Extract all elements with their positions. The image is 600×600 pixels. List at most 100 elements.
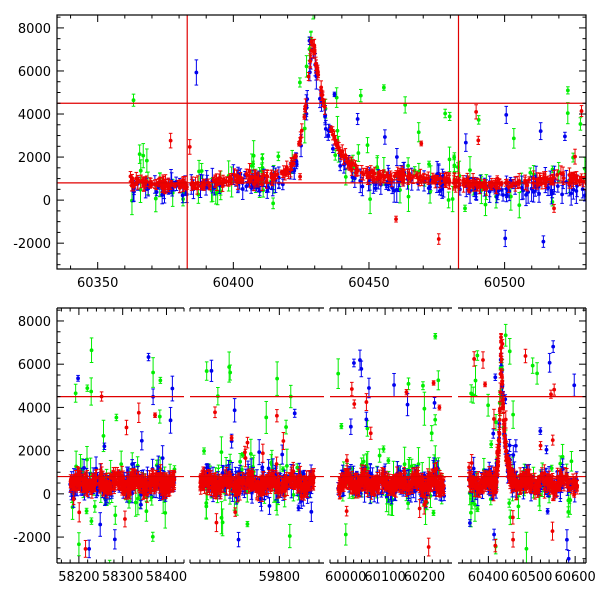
red-point: [349, 381, 354, 397]
red-point: [493, 539, 498, 553]
red-point: [475, 183, 480, 192]
red-point: [328, 125, 333, 134]
green-point: [84, 507, 89, 515]
red-point: [265, 169, 269, 185]
red-point: [402, 466, 407, 476]
blue-point: [112, 529, 117, 550]
red-point: [417, 499, 422, 518]
red-point: [259, 482, 264, 494]
x-tick-label: 58400: [146, 570, 187, 585]
bottom-segment-1: 58200 58300 58400: [56, 307, 187, 585]
red-point: [469, 454, 474, 473]
red-point: [411, 169, 415, 185]
blue-point: [492, 528, 496, 541]
green-point: [403, 96, 408, 114]
red-point: [122, 480, 127, 497]
green-point: [427, 160, 431, 168]
blue-point: [551, 340, 556, 353]
green-point: [422, 391, 427, 426]
red-point: [357, 476, 362, 485]
green-point: [443, 108, 448, 119]
red-point: [481, 351, 485, 369]
blue-point: [326, 130, 331, 141]
red-point: [461, 177, 466, 193]
red-point: [128, 171, 133, 182]
red-point: [98, 474, 102, 494]
red-point: [404, 389, 409, 396]
red-point: [426, 537, 431, 557]
red-point: [399, 477, 404, 490]
y-tick-label: 2000: [18, 445, 51, 460]
red-point: [111, 469, 116, 480]
red-point: [438, 472, 443, 486]
red-point: [275, 169, 280, 179]
red-point: [579, 105, 584, 118]
red-point: [492, 408, 496, 430]
red-point: [260, 443, 265, 463]
blue-point: [544, 445, 549, 455]
red-point: [476, 135, 481, 145]
blue-point: [588, 177, 592, 194]
red-point: [359, 165, 364, 181]
green-point: [113, 505, 118, 525]
red-point: [276, 484, 280, 499]
blue-point: [547, 352, 552, 373]
blue-point: [493, 373, 498, 381]
red-point: [127, 485, 131, 494]
red-point: [354, 167, 359, 177]
red-point: [198, 476, 203, 495]
red-point: [141, 179, 146, 192]
blue-point: [367, 377, 371, 399]
green-point: [471, 386, 476, 404]
green-point: [511, 128, 516, 149]
red-point: [426, 171, 431, 185]
red-point: [549, 389, 553, 399]
bottom-segment-2: 59800: [189, 307, 324, 585]
red-point: [376, 171, 380, 182]
red-point: [577, 175, 582, 187]
red-point: [538, 441, 543, 451]
bottom-segment-4: 60400 60500 60600: [458, 307, 596, 585]
red-point: [425, 474, 430, 495]
red-point: [550, 481, 555, 492]
blue-point: [168, 406, 173, 434]
red-point: [158, 478, 162, 494]
red-point: [337, 146, 342, 155]
green-point: [433, 414, 438, 426]
blue-point: [560, 184, 564, 204]
blue-point: [280, 178, 285, 191]
blue-point: [566, 550, 571, 563]
red-point: [511, 468, 516, 489]
green-point: [381, 445, 386, 453]
green-point: [333, 149, 338, 161]
red-point: [552, 203, 556, 213]
red-point: [172, 183, 177, 189]
green-point: [511, 400, 516, 429]
blue-point: [503, 229, 508, 248]
blue-point: [232, 398, 237, 423]
red-point: [90, 484, 94, 499]
green-point: [386, 457, 391, 464]
red-point: [235, 173, 240, 182]
blue-point: [555, 179, 560, 193]
red-point: [322, 98, 327, 115]
red-point: [434, 461, 439, 476]
green-point: [494, 413, 498, 431]
green-point: [476, 115, 481, 125]
green-point: [295, 463, 300, 472]
red-point: [299, 123, 304, 138]
green-point: [565, 86, 570, 95]
red-point: [495, 443, 500, 459]
blue-point: [309, 501, 314, 522]
red-point: [394, 215, 398, 223]
red-point: [233, 507, 238, 517]
red-point: [387, 482, 391, 496]
red-point: [274, 409, 279, 423]
red-point: [280, 477, 285, 489]
red-point: [409, 473, 413, 494]
red-point: [437, 404, 442, 411]
green-point: [507, 498, 512, 508]
red-point: [83, 539, 88, 558]
red-point: [539, 467, 544, 481]
green-point: [475, 506, 480, 513]
